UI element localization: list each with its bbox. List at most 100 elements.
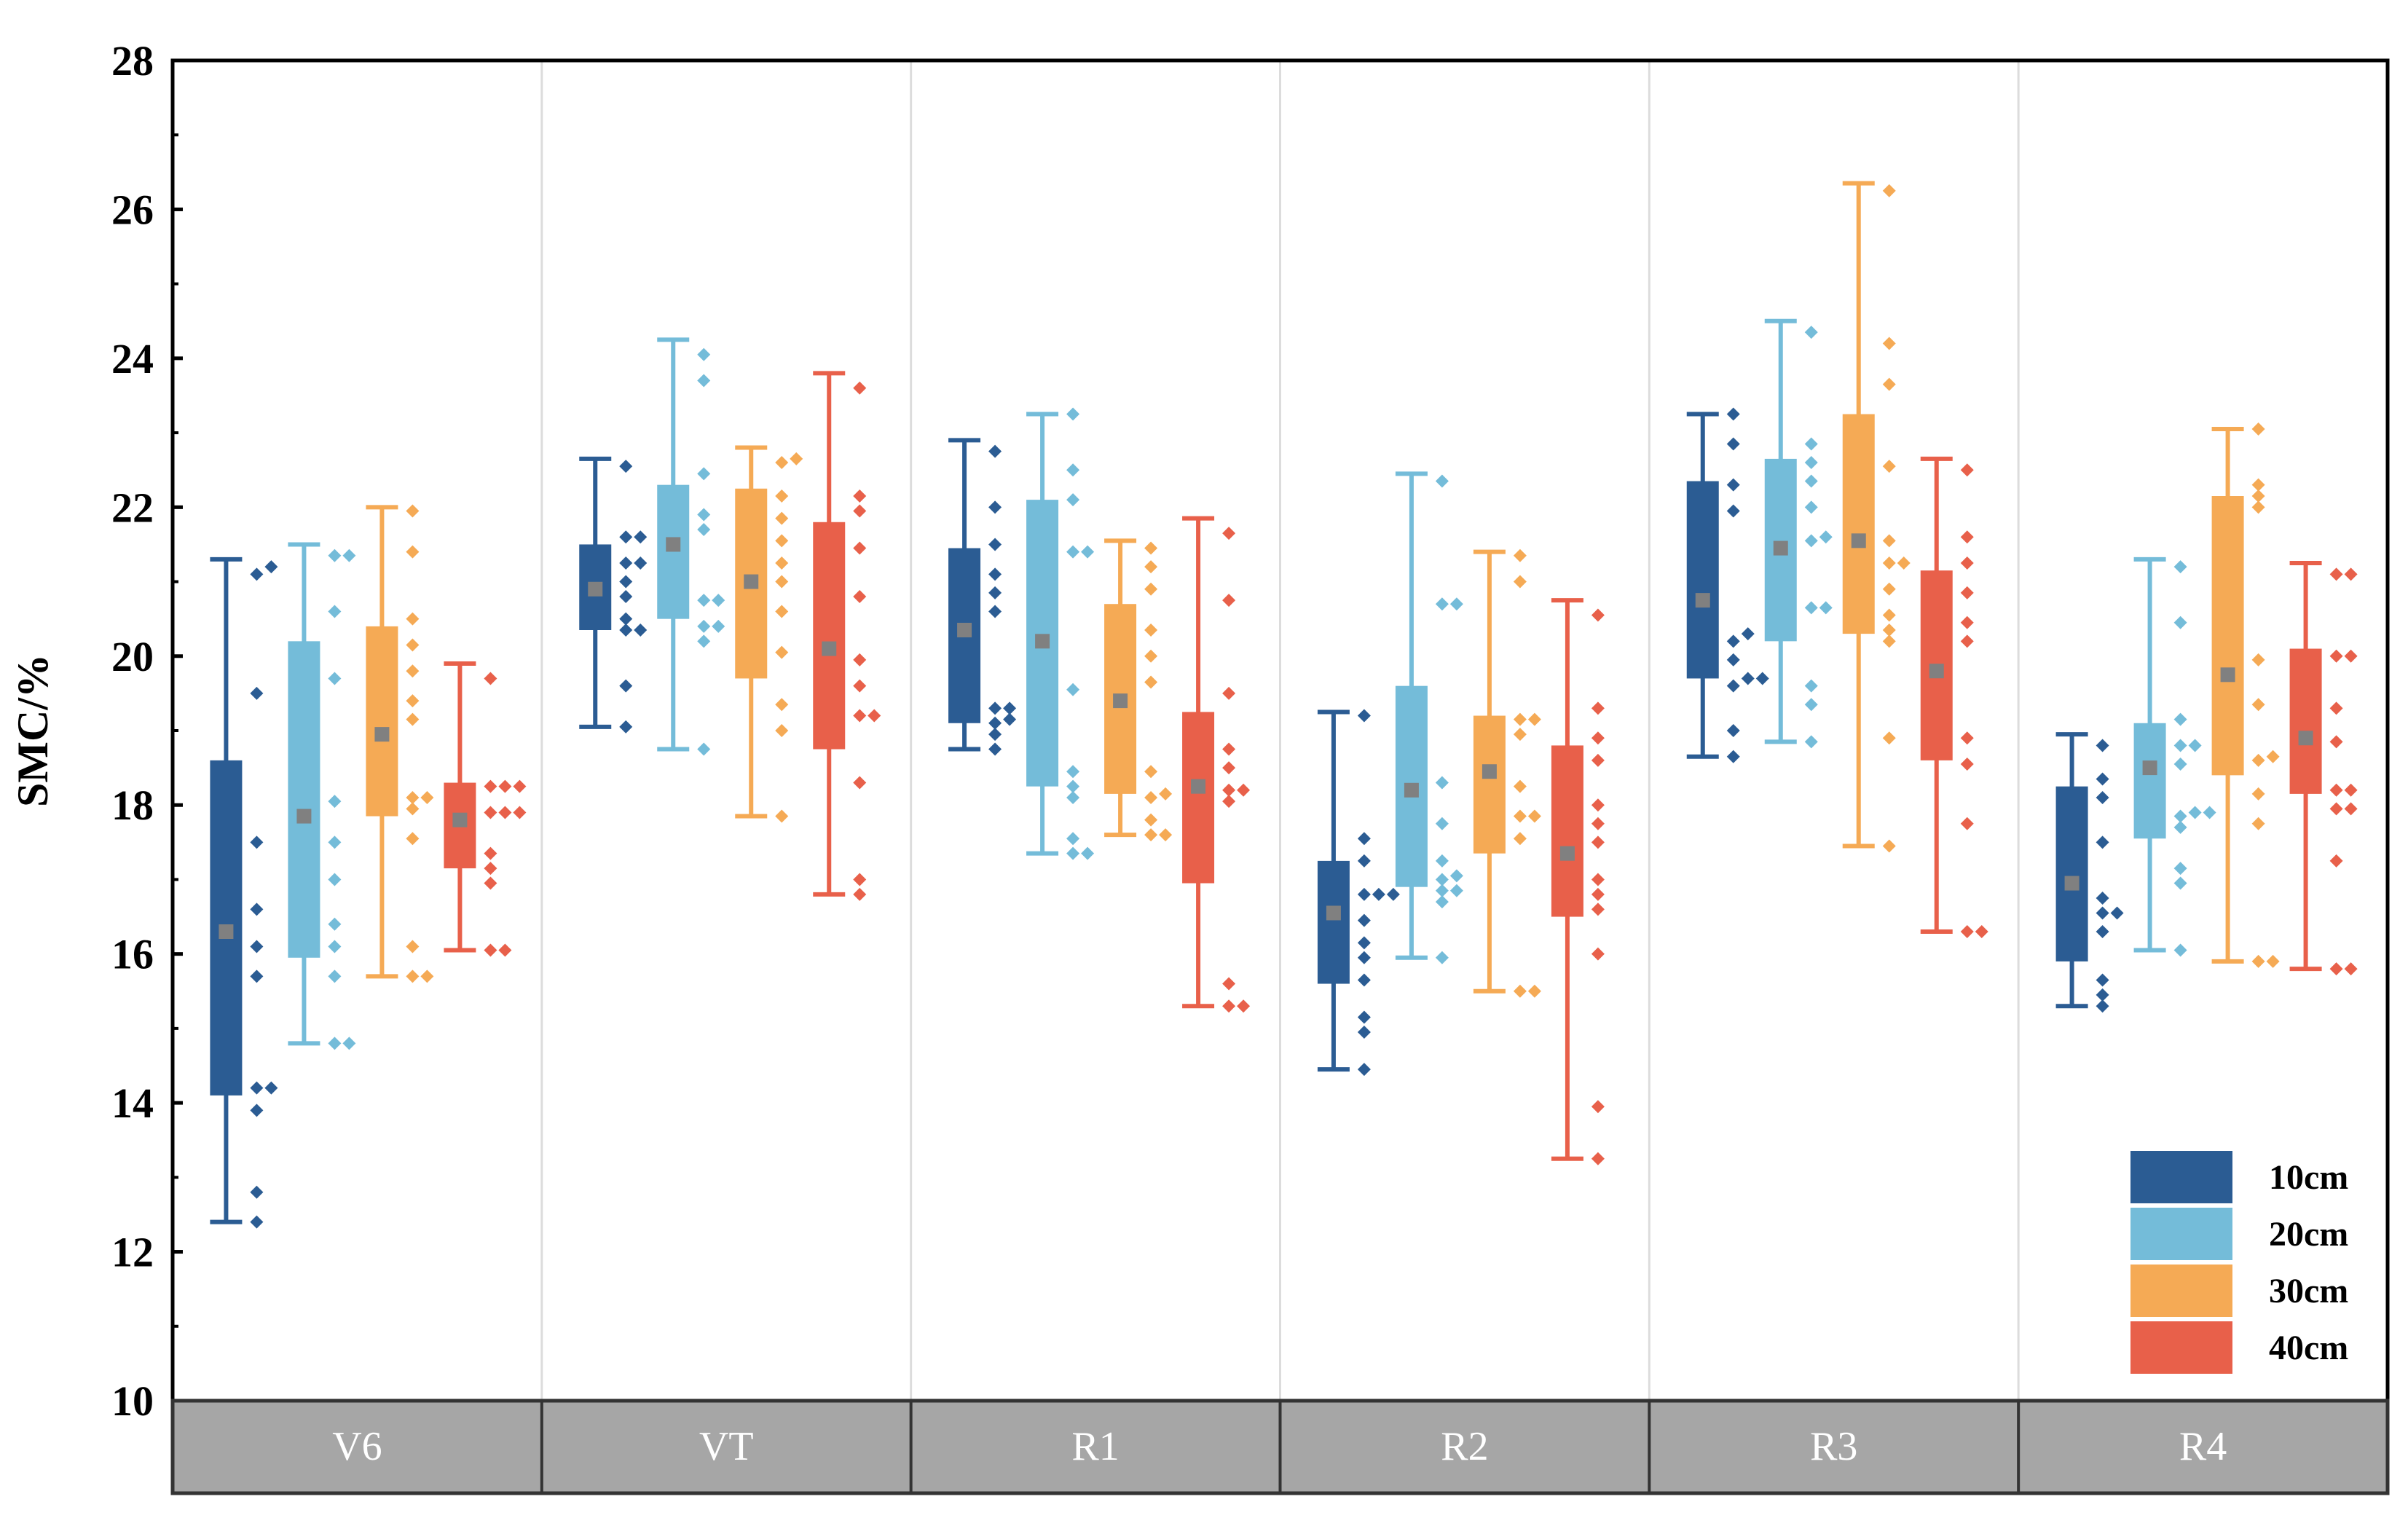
data-point xyxy=(619,530,633,544)
data-point xyxy=(2173,862,2187,876)
data-point xyxy=(513,779,527,793)
data-point xyxy=(250,970,264,983)
data-point xyxy=(1960,731,1974,745)
data-point xyxy=(264,560,278,574)
data-point xyxy=(2096,973,2109,987)
y-tick-label: 12 xyxy=(111,1229,154,1276)
data-point xyxy=(2344,802,2358,816)
data-point xyxy=(2329,649,2343,663)
data-point xyxy=(1144,765,1158,779)
data-point xyxy=(1222,527,1236,540)
data-point xyxy=(420,970,434,983)
data-point xyxy=(1003,712,1017,726)
box-30cm-R2 xyxy=(1473,548,1541,998)
data-point xyxy=(1144,791,1158,804)
data-point xyxy=(1591,608,1605,622)
mean-marker xyxy=(1035,634,1050,649)
data-point xyxy=(406,664,420,678)
data-point xyxy=(619,575,633,589)
data-point xyxy=(634,556,648,570)
data-point xyxy=(697,347,711,361)
data-point xyxy=(513,806,527,819)
y-tick-label: 14 xyxy=(111,1079,154,1127)
data-point xyxy=(1804,698,1818,712)
legend-swatch-30cm xyxy=(2130,1265,2232,1317)
iqr-box xyxy=(2133,723,2166,839)
data-point xyxy=(619,460,633,473)
data-point xyxy=(1237,999,1251,1013)
data-point xyxy=(1066,545,1080,559)
data-point xyxy=(2173,758,2187,771)
data-point xyxy=(1591,835,1605,849)
mean-marker xyxy=(2298,731,2313,746)
data-point xyxy=(988,605,1002,618)
data-point xyxy=(619,679,633,693)
data-point xyxy=(2329,783,2343,797)
data-point xyxy=(775,534,789,548)
legend-swatch-10cm xyxy=(2130,1151,2232,1203)
data-point xyxy=(619,624,633,637)
data-point xyxy=(1960,463,1974,477)
mean-marker xyxy=(1113,693,1128,709)
data-point xyxy=(264,1081,278,1095)
y-axis-title: SMC/% xyxy=(9,654,57,807)
data-point xyxy=(1726,653,1740,666)
box-10cm-R4 xyxy=(2055,732,2124,1013)
data-point xyxy=(2173,739,2187,752)
data-point xyxy=(1357,709,1371,723)
data-point xyxy=(775,645,789,659)
data-point xyxy=(406,832,420,846)
data-point xyxy=(988,538,1002,551)
mean-marker xyxy=(1191,779,1206,794)
box-40cm-R1 xyxy=(1182,516,1251,1013)
mean-marker xyxy=(1326,905,1341,921)
data-point xyxy=(2266,750,2280,763)
data-point xyxy=(790,452,803,465)
data-point xyxy=(1144,649,1158,663)
data-point xyxy=(1591,753,1605,767)
data-point xyxy=(775,489,789,503)
y-tick-label: 28 xyxy=(111,37,154,84)
data-point xyxy=(1222,999,1236,1013)
data-point xyxy=(1882,839,1896,853)
mean-marker xyxy=(666,537,681,552)
data-point xyxy=(2251,954,2265,968)
data-point xyxy=(250,1104,264,1117)
iqr-box xyxy=(288,641,320,958)
data-point xyxy=(1449,597,1463,611)
stage-label-V6: V6 xyxy=(332,1424,382,1469)
data-point xyxy=(1222,977,1236,991)
data-point xyxy=(2096,835,2109,849)
data-point xyxy=(1357,913,1371,927)
data-point xyxy=(775,724,789,737)
data-point xyxy=(2096,739,2109,752)
data-point xyxy=(697,634,711,648)
data-point xyxy=(250,567,264,581)
data-point xyxy=(1882,608,1896,622)
category-separators xyxy=(540,60,2020,1401)
data-point xyxy=(634,624,648,637)
data-point xyxy=(619,612,633,626)
data-point xyxy=(2173,560,2187,574)
data-point xyxy=(1513,728,1527,742)
data-point xyxy=(1804,456,1818,469)
data-point xyxy=(1741,627,1755,641)
data-point xyxy=(250,835,264,849)
data-point xyxy=(853,887,867,901)
data-point xyxy=(1804,679,1818,693)
box-10cm-R2 xyxy=(1317,709,1400,1077)
data-point xyxy=(1222,742,1236,756)
data-point xyxy=(775,575,789,589)
data-point xyxy=(1726,407,1740,421)
stage-label-R3: R3 xyxy=(1810,1424,1857,1469)
data-point xyxy=(2251,753,2265,767)
box-20cm-V6 xyxy=(288,542,356,1050)
iqr-box xyxy=(1182,712,1215,884)
data-point xyxy=(1804,437,1818,451)
data-point xyxy=(853,776,867,790)
data-point xyxy=(2251,500,2265,514)
data-point xyxy=(1513,712,1527,726)
y-tick-label: 22 xyxy=(111,484,154,531)
data-point xyxy=(406,791,420,804)
data-point xyxy=(2173,809,2187,823)
